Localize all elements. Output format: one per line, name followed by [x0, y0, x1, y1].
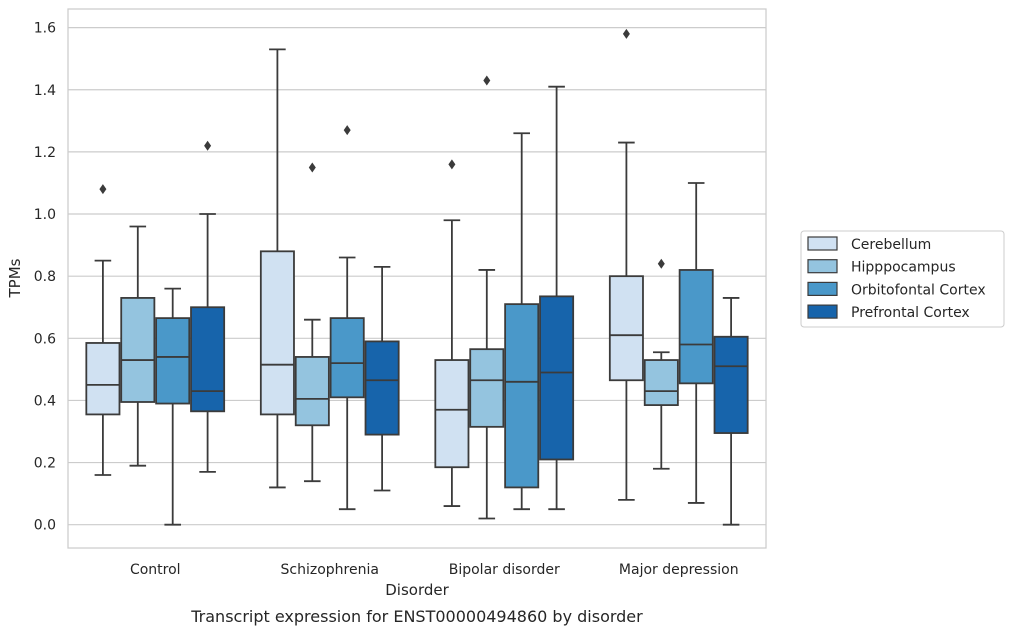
legend-entry-label: Hipppocampus [851, 260, 956, 276]
box-hipppocampus-major-depression [643, 258, 679, 470]
legend-swatch [807, 304, 838, 319]
y-tick-label: 0.0 [34, 518, 56, 534]
box-body [539, 295, 575, 461]
y-tick-label: 1.6 [34, 21, 56, 37]
box-hipppocampus-control [120, 225, 156, 467]
x-tick-label: Control [130, 562, 181, 578]
legend: Cerebellum Hipppocampus Orbitofontal Corte… [800, 230, 1005, 328]
legend-swatch [807, 281, 838, 296]
legend-entry-label: Cerebellum [851, 237, 931, 253]
outlier-point [308, 162, 316, 173]
boxes [85, 28, 749, 526]
box-hipppocampus-schizophrenia [294, 162, 330, 483]
box-body [608, 275, 644, 382]
legend-swatch [807, 236, 838, 251]
box-cerebellum-schizophrenia [259, 48, 295, 489]
box-cerebellum-control [85, 184, 121, 476]
outlier-point [204, 140, 212, 151]
outlier-point [343, 125, 351, 136]
x-tick-label: Major depression [619, 562, 739, 578]
grid-lines [68, 27, 766, 526]
box-body [190, 306, 226, 413]
box-body [259, 250, 295, 416]
box-orbitofontal-cortex-bipolar-disorder [504, 132, 540, 511]
outlier-point [657, 258, 665, 269]
x-axis-title: Disorder [385, 581, 449, 599]
box-body [713, 335, 749, 434]
y-tick-label: 0.4 [34, 393, 56, 409]
y-tick-label: 0.2 [34, 456, 56, 472]
y-tick-label: 0.6 [34, 331, 56, 347]
outlier-point [448, 159, 456, 170]
x-tick-labels: Control Schizophrenia Bipolar disorder Majo… [130, 562, 739, 578]
legend-frame [800, 230, 1005, 328]
box-body [504, 303, 540, 489]
plot-area [67, 8, 767, 549]
box-body [294, 356, 330, 427]
box-body [469, 348, 505, 428]
box-orbitofontal-cortex-schizophrenia [329, 125, 365, 511]
y-tick-labels: 0.0 0.2 0.4 0.6 0.8 1.0 1.2 1.4 1.6 [34, 21, 56, 534]
box-cerebellum-bipolar-disorder [434, 159, 470, 507]
box-prefrontal-cortex-major-depression [713, 297, 749, 526]
legend-swatch [807, 259, 838, 274]
box-body [155, 317, 191, 405]
y-tick-label: 1.0 [34, 207, 56, 223]
y-axis-title: TPMs [6, 258, 24, 298]
box-prefrontal-cortex-schizophrenia [364, 265, 400, 492]
x-tick-label: Schizophrenia [281, 562, 379, 578]
box-body [329, 317, 365, 399]
box-hipppocampus-bipolar-disorder [469, 75, 505, 520]
outlier-point [483, 75, 491, 86]
box-cerebellum-major-depression [608, 28, 644, 501]
box-prefrontal-cortex-bipolar-disorder [539, 85, 575, 511]
y-tick-label: 1.4 [34, 83, 56, 99]
box-orbitofontal-cortex-control [155, 287, 191, 526]
legend-entry-label: Orbitofontal Cortex [851, 282, 986, 298]
box-body [643, 359, 679, 406]
box-body [85, 342, 121, 416]
box-body [678, 269, 714, 385]
legend-entry-label: Prefrontal Cortex [851, 305, 970, 321]
chart-caption: Transcript expression for ENST0000049486… [190, 607, 643, 626]
box-body [120, 297, 156, 403]
box-body [434, 359, 470, 469]
box-prefrontal-cortex-control [190, 140, 226, 473]
y-tick-label: 1.2 [34, 145, 56, 161]
box-body [364, 340, 400, 436]
x-tick-label: Bipolar disorder [449, 562, 560, 578]
box-orbitofontal-cortex-major-depression [678, 182, 714, 504]
outlier-point [99, 184, 107, 195]
y-tick-label: 0.8 [34, 269, 56, 285]
outlier-point [622, 28, 630, 39]
